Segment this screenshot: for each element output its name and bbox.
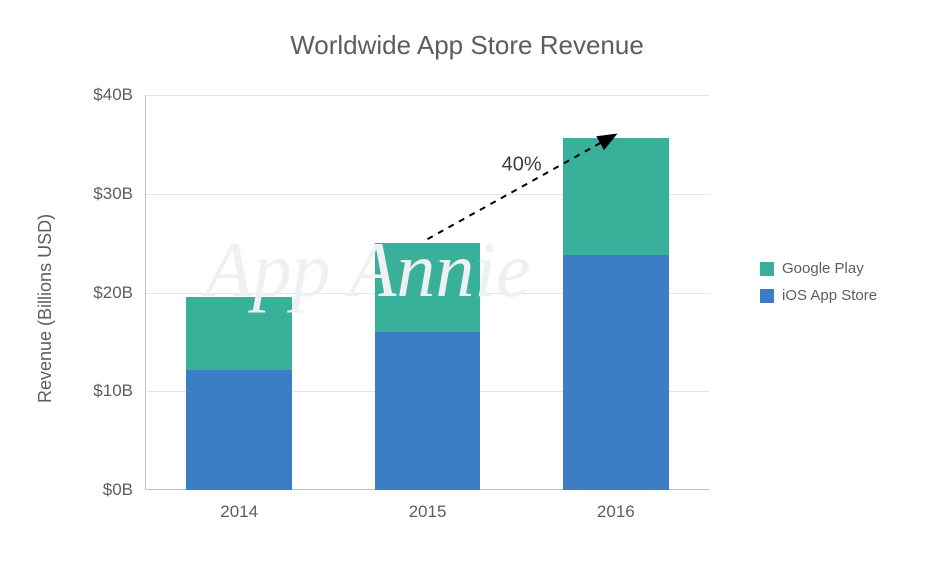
y-tick-label: $30B [73, 184, 133, 204]
x-tick-label: 2016 [597, 502, 635, 522]
legend-swatch [760, 262, 774, 276]
legend-item: iOS App Store [760, 287, 877, 304]
y-tick-label: $20B [73, 283, 133, 303]
growth-annotation-label: 40% [502, 153, 542, 176]
y-tick-label: $10B [73, 381, 133, 401]
x-tick-label: 2014 [220, 502, 258, 522]
revenue-chart: Worldwide App Store RevenueApp Annie$0B$… [0, 0, 934, 571]
y-tick-label: $0B [73, 480, 133, 500]
legend: Google Play iOS App Store [760, 260, 877, 314]
legend-swatch [760, 289, 774, 303]
legend-label: Google Play [782, 260, 864, 277]
y-tick-label: $40B [73, 85, 133, 105]
x-tick-label: 2015 [409, 502, 447, 522]
legend-item: Google Play [760, 260, 877, 277]
chart-title: Worldwide App Store Revenue [0, 30, 934, 61]
legend-label: iOS App Store [782, 287, 877, 304]
y-axis-label: Revenue (Billions USD) [35, 214, 56, 403]
growth-arrow [145, 95, 710, 490]
